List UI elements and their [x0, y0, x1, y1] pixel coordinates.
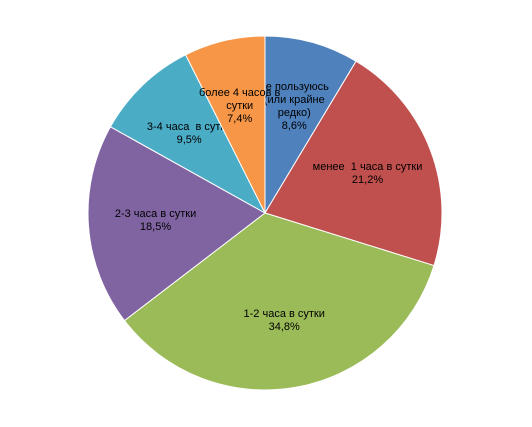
slice-label: не пользуюсь (или крайне редко)8,6%	[251, 72, 337, 142]
pie-slice	[264, 60, 443, 267]
category-label: 2-3 часа в сутки	[114, 207, 197, 220]
slice-label-box: 1-2 часа в сутки 34,8%	[229, 286, 339, 356]
value-label: 34,8%	[268, 321, 300, 334]
pie-slice	[264, 35, 357, 215]
category-label: 1-2 часа в сутки	[243, 308, 325, 321]
value-label: 8,6%	[281, 120, 307, 133]
slice-label-box: менее 1 часа в сутки 21,2%	[313, 139, 423, 209]
value-label: 18,5%	[139, 220, 172, 233]
pie-slice	[109, 54, 267, 215]
pie-slice	[123, 212, 435, 391]
category-label: менее 1 часа в сутки	[312, 160, 423, 173]
slice-label-box: не пользуюсь (или крайне редко) 8,6%	[251, 72, 337, 142]
pie-slice	[184, 35, 266, 214]
value-label: 9,5%	[176, 133, 202, 146]
slice-label-box: более 4 часов в сутки 7,4%	[197, 71, 283, 141]
pie-slice	[87, 126, 266, 322]
value-label: 7,4%	[227, 112, 253, 125]
slice-label-box: 2-3 часа в сутки 18,5%	[101, 186, 211, 256]
category-label: более 4 часов в сутки	[199, 86, 281, 112]
value-label: 21,2%	[351, 173, 384, 186]
category-label: не пользуюсь (или крайне редко)	[259, 81, 332, 120]
